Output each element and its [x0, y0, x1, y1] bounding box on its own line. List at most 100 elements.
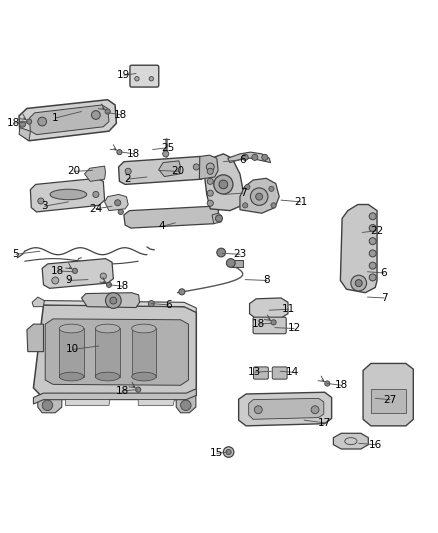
Polygon shape [19, 128, 30, 141]
Circle shape [207, 179, 213, 184]
Text: 10: 10 [66, 344, 79, 354]
Circle shape [226, 449, 231, 455]
Text: 7: 7 [381, 293, 387, 303]
Text: 3: 3 [41, 201, 48, 211]
Circle shape [100, 273, 106, 279]
Text: 27: 27 [384, 394, 397, 405]
Circle shape [118, 209, 124, 215]
Circle shape [242, 154, 248, 160]
Circle shape [92, 111, 100, 119]
Circle shape [271, 203, 276, 208]
Polygon shape [105, 195, 128, 211]
Text: 21: 21 [294, 197, 308, 207]
Text: 19: 19 [117, 70, 131, 80]
Circle shape [252, 154, 258, 160]
Circle shape [148, 301, 154, 306]
Text: 16: 16 [369, 440, 382, 450]
Circle shape [179, 289, 185, 295]
Circle shape [271, 320, 276, 325]
Polygon shape [65, 400, 110, 405]
Polygon shape [239, 392, 332, 426]
Circle shape [217, 248, 226, 257]
Polygon shape [176, 395, 196, 413]
Text: 9: 9 [65, 276, 72, 286]
Polygon shape [45, 319, 188, 385]
Circle shape [38, 198, 44, 204]
Circle shape [325, 381, 330, 386]
Polygon shape [363, 364, 413, 426]
Circle shape [207, 190, 213, 196]
Polygon shape [43, 301, 196, 312]
Text: 24: 24 [89, 204, 102, 214]
Polygon shape [42, 259, 113, 288]
Text: 1: 1 [52, 113, 59, 123]
Text: 17: 17 [318, 418, 331, 428]
Circle shape [206, 163, 214, 171]
Polygon shape [199, 155, 218, 179]
Text: 25: 25 [161, 143, 174, 153]
Text: 18: 18 [252, 319, 265, 329]
Text: 18: 18 [51, 266, 64, 276]
Polygon shape [249, 398, 324, 419]
Circle shape [19, 121, 25, 127]
Circle shape [106, 282, 112, 287]
FancyBboxPatch shape [272, 367, 287, 379]
Polygon shape [33, 389, 196, 404]
Polygon shape [228, 152, 271, 163]
Text: 6: 6 [240, 155, 246, 165]
Ellipse shape [95, 372, 120, 381]
Text: 2: 2 [124, 174, 131, 184]
Circle shape [369, 262, 376, 269]
Polygon shape [138, 400, 174, 405]
Text: 20: 20 [67, 166, 81, 176]
Circle shape [254, 406, 262, 414]
Polygon shape [124, 206, 219, 228]
Circle shape [243, 203, 248, 208]
Circle shape [245, 184, 250, 190]
Circle shape [256, 193, 263, 200]
Circle shape [369, 274, 376, 281]
Circle shape [42, 400, 53, 410]
Text: 13: 13 [248, 367, 261, 377]
Ellipse shape [132, 372, 156, 381]
Polygon shape [33, 305, 196, 400]
Circle shape [149, 77, 153, 81]
Text: 18: 18 [7, 118, 21, 128]
Circle shape [93, 191, 99, 198]
Text: 11: 11 [282, 304, 296, 314]
Circle shape [223, 447, 234, 457]
FancyBboxPatch shape [253, 317, 286, 334]
Circle shape [262, 154, 268, 160]
Text: 18: 18 [114, 110, 127, 119]
Text: 6: 6 [166, 300, 172, 310]
Circle shape [135, 77, 139, 81]
Ellipse shape [59, 372, 84, 381]
Polygon shape [95, 328, 120, 376]
Circle shape [351, 275, 367, 291]
Circle shape [180, 400, 191, 410]
Polygon shape [212, 213, 222, 224]
Circle shape [106, 293, 121, 309]
Text: 23: 23 [233, 249, 247, 259]
Circle shape [355, 280, 362, 287]
Polygon shape [132, 328, 156, 376]
Polygon shape [81, 293, 140, 308]
Text: 18: 18 [127, 149, 141, 159]
Circle shape [219, 180, 228, 189]
Circle shape [214, 175, 233, 194]
Circle shape [207, 200, 213, 206]
Text: 18: 18 [335, 380, 348, 390]
Circle shape [369, 250, 376, 257]
Polygon shape [340, 205, 377, 293]
Polygon shape [32, 297, 44, 306]
Polygon shape [19, 100, 117, 141]
Polygon shape [119, 157, 207, 184]
Circle shape [115, 200, 121, 206]
Text: 8: 8 [264, 276, 270, 286]
Circle shape [38, 117, 46, 126]
Text: 7: 7 [240, 188, 246, 198]
Polygon shape [59, 328, 84, 376]
Polygon shape [371, 389, 406, 413]
Polygon shape [38, 395, 62, 413]
Polygon shape [85, 166, 106, 181]
